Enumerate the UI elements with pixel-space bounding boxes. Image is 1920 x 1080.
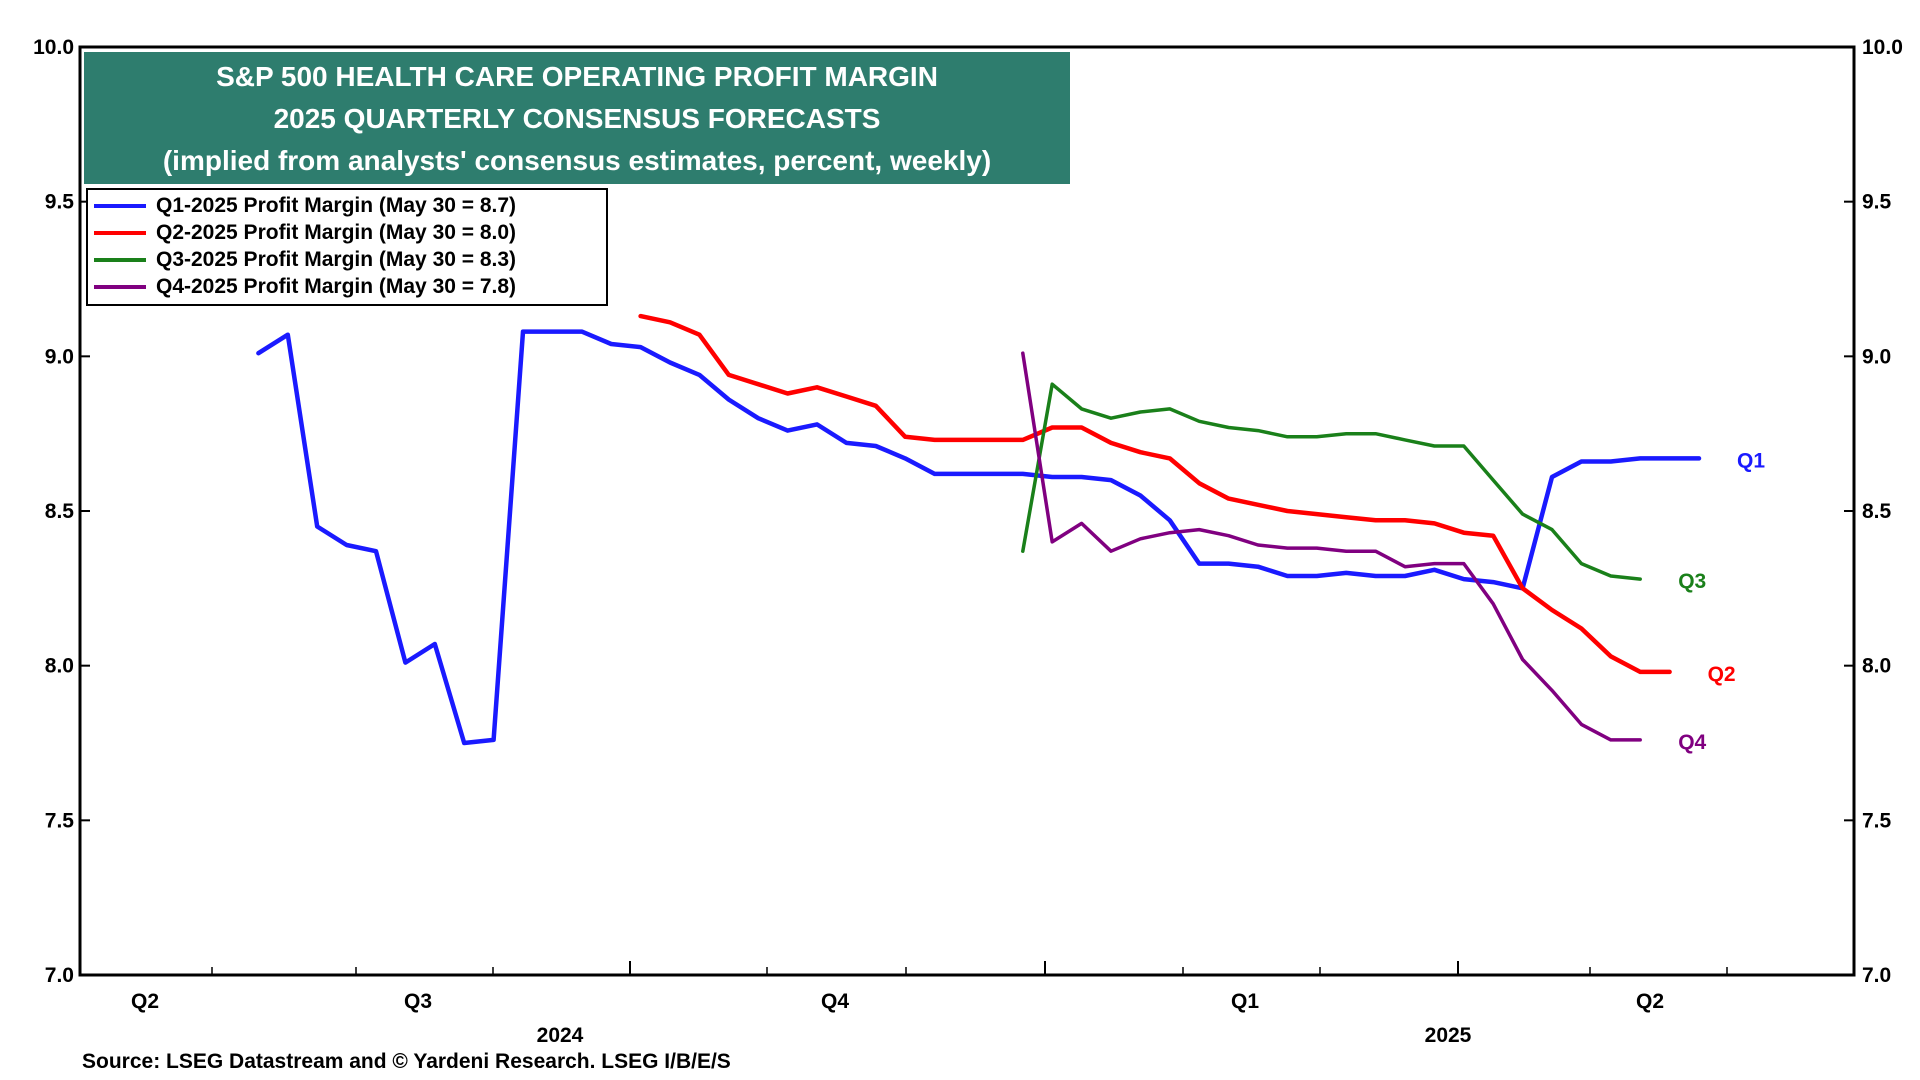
tick-layer — [79, 46, 1855, 976]
series-line-q4 — [1021, 351, 1642, 742]
legend-label-q1: Q1-2025 Profit Margin (May 30 = 8.7) — [156, 193, 517, 217]
series-end-label-q1: Q1 — [1737, 449, 1765, 472]
legend-label-q2: Q2-2025 Profit Margin (May 30 = 8.0) — [156, 220, 517, 244]
series-end-label-q3: Q3 — [1678, 570, 1706, 593]
ytick-label-right-0: 10.0 — [1862, 36, 1903, 59]
ytick-label-right-5: 7.5 — [1862, 809, 1892, 832]
legend-item-q2: Q2-2025 Profit Margin (May 30 = 8.0) — [94, 219, 606, 246]
xaxis-quarter-label-1: Q3 — [404, 990, 432, 1013]
source-note: Source: LSEG Datastream and © Yardeni Re… — [82, 1050, 731, 1073]
ytick-label-left-6: 7.0 — [45, 964, 74, 987]
ytick-label-right-3: 8.5 — [1862, 500, 1892, 523]
series-line-q3 — [1021, 382, 1642, 581]
chart-title-box: S&P 500 HEALTH CARE OPERATING PROFIT MAR… — [84, 52, 1070, 184]
ytick-label-right-2: 9.0 — [1862, 345, 1891, 368]
chart-title-line3: (implied from analysts' consensus estima… — [162, 145, 992, 176]
xaxis-quarter-label-3: Q1 — [1231, 990, 1259, 1013]
ytick-label-left-2: 9.0 — [45, 345, 74, 368]
ytick-label-right-4: 8.0 — [1862, 655, 1891, 678]
legend-label-q3: Q3-2025 Profit Margin (May 30 = 8.3) — [156, 247, 517, 271]
label-layer: 10.0 10.0 9.5 9.5 9.0 9.0 8.5 8.5 8.0 8.0 7.5 7.5 7.… — [33, 36, 1903, 1047]
xaxis-year-label-1: 2025 — [1425, 1024, 1472, 1047]
series-layer — [256, 313, 1702, 746]
ytick-label-right-1: 9.5 — [1862, 191, 1892, 214]
legend-item-q3: Q3-2025 Profit Margin (May 30 = 8.3) — [94, 246, 606, 273]
xaxis-quarter-label-4: Q2 — [1636, 990, 1664, 1013]
xaxis-year-label-0: 2024 — [537, 1024, 584, 1047]
chart-title-line1: S&P 500 HEALTH CARE OPERATING PROFIT MAR… — [216, 61, 938, 92]
legend-item-q1: Q1-2025 Profit Margin (May 30 = 8.7) — [94, 192, 606, 219]
ytick-label-left-5: 7.5 — [45, 809, 75, 832]
series-line-q2 — [638, 313, 1672, 675]
series-line-q1 — [256, 329, 1702, 746]
xaxis-quarter-label-0: Q2 — [131, 990, 159, 1013]
legend-swatch-q3 — [94, 257, 146, 262]
xaxis-quarter-label-2: Q4 — [821, 990, 849, 1013]
legend-swatch-q2 — [94, 230, 146, 235]
plot-frame — [78, 45, 1856, 977]
legend-swatch-q4 — [94, 284, 146, 289]
legend-item-q4: Q4-2025 Profit Margin (May 30 = 7.8) — [94, 273, 606, 300]
ytick-label-left-1: 9.5 — [45, 191, 75, 214]
chart-title-line2: 2025 QUARTERLY CONSENSUS FORECASTS — [273, 103, 881, 134]
ytick-label-left-4: 8.0 — [45, 655, 74, 678]
ytick-label-left-0: 10.0 — [33, 36, 74, 59]
ytick-label-left-3: 8.5 — [45, 500, 75, 523]
legend-swatch-q1 — [94, 203, 146, 208]
ytick-label-right-6: 7.0 — [1862, 964, 1891, 987]
legend-label-q4: Q4-2025 Profit Margin (May 30 = 7.8) — [156, 274, 517, 298]
series-end-label-q4: Q4 — [1678, 731, 1706, 754]
series-end-label-q2: Q2 — [1708, 663, 1736, 686]
chart-legend: Q1-2025 Profit Margin (May 30 = 8.7) Q2-… — [86, 188, 608, 306]
